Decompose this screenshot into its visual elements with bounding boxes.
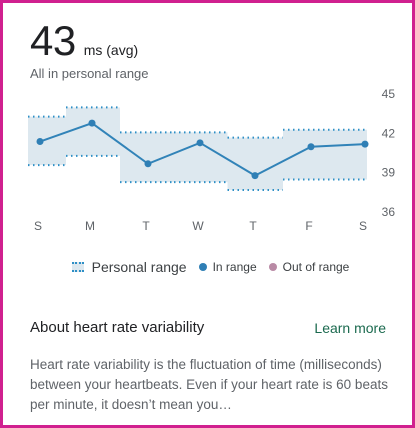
hrv-data-point (361, 140, 369, 148)
x-tick-label: S (359, 219, 367, 233)
legend-in-range-label: In range (212, 260, 257, 274)
about-section-header: About heart rate variability Learn more (30, 319, 386, 336)
learn-more-link[interactable]: Learn more (314, 319, 386, 336)
in-range-dot (198, 263, 207, 271)
y-tick-label: 45 (382, 87, 396, 101)
metric-header: 43 ms (avg) (30, 17, 138, 65)
legend-personal-range: Personal range (71, 259, 187, 275)
personal-range-band (283, 129, 338, 180)
y-tick-label: 42 (382, 126, 396, 140)
out-of-range-dot (268, 263, 277, 271)
x-tick-label: T (142, 219, 150, 233)
x-tick-label: F (305, 219, 312, 233)
legend-range-label: Personal range (91, 259, 187, 275)
legend-out-of-range-label: Out of range (282, 260, 350, 274)
hrv-chart: 45 42 39 36 S M T W T F S (28, 87, 396, 233)
y-tick-label: 39 (382, 166, 396, 180)
chart-legend: Personal range In range Out of range (3, 259, 415, 275)
x-tick-label: T (249, 219, 257, 233)
hrv-data-point (144, 160, 152, 168)
metric-value: 43 (30, 17, 76, 64)
y-tick-label: 36 (382, 205, 396, 219)
hrv-data-point (36, 138, 44, 146)
hrv-data-point (196, 139, 204, 147)
x-tick-label: M (85, 219, 95, 233)
x-tick-label: W (192, 219, 204, 233)
personal-range-band (338, 129, 367, 180)
personal-range-band (66, 107, 120, 156)
hrv-data-point (307, 143, 315, 151)
hrv-data-point (88, 119, 96, 127)
legend-out-of-range: Out of range (268, 260, 350, 274)
personal-range-band (28, 116, 66, 166)
x-tick-label: S (34, 219, 42, 233)
hrv-data-point (251, 172, 259, 180)
range-status: All in personal range (30, 66, 149, 81)
metric-unit: ms (avg) (83, 42, 139, 58)
legend-in-range: In range (198, 260, 257, 274)
range-swatch (71, 262, 84, 272)
about-description: Heart rate variability is the fluctuatio… (30, 357, 388, 412)
about-title: About heart rate variability (30, 319, 205, 336)
